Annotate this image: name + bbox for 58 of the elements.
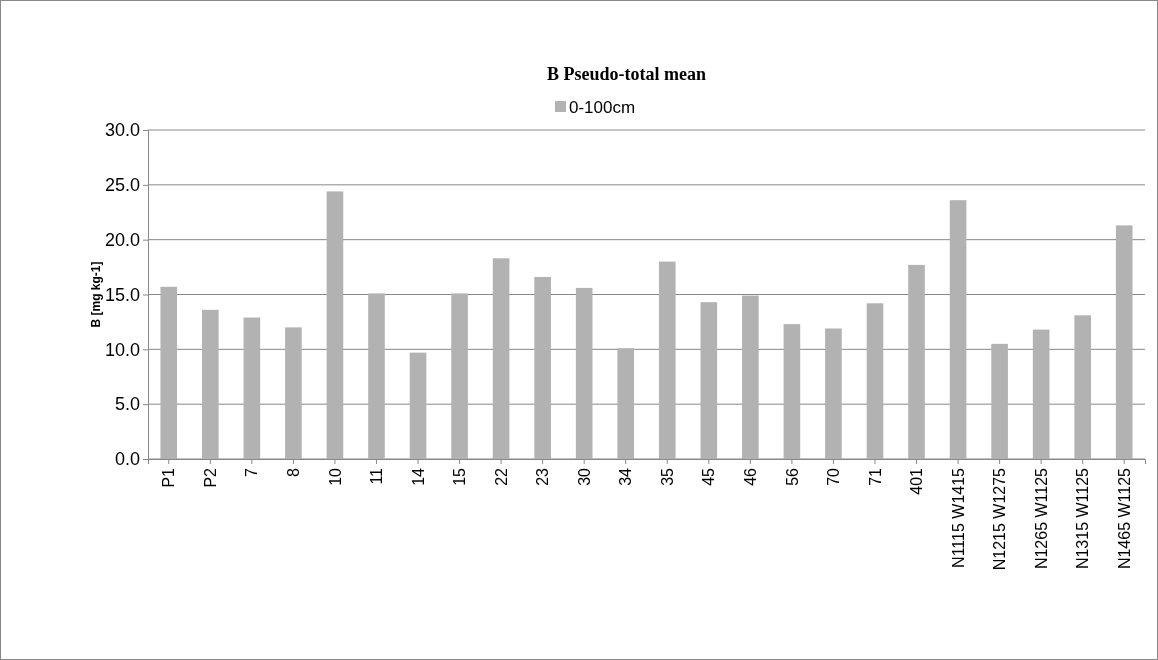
x-tick-label: N1465 W1125 [1115, 467, 1133, 570]
x-tick-label: 56 [783, 467, 801, 486]
x-tick-label: 71 [866, 467, 884, 486]
bar [492, 258, 510, 459]
x-tick-label: 10 [326, 467, 344, 486]
x-tick-label: N1115 W1415 [949, 467, 967, 568]
x-tick-label: P2 [201, 467, 219, 488]
x-tick-label: 70 [825, 467, 843, 486]
bar [409, 352, 427, 459]
bar [658, 261, 676, 459]
x-tick-label: P1 [160, 467, 178, 488]
bar [534, 276, 551, 459]
x-tick-label: 401 [908, 467, 926, 495]
bar [243, 317, 261, 459]
bar [700, 302, 718, 459]
x-tick-label: 14 [409, 467, 427, 486]
bar [742, 295, 759, 459]
bar [202, 309, 219, 459]
bar [368, 293, 385, 459]
x-tick-label: 46 [741, 467, 759, 486]
x-tick-label: 45 [700, 467, 718, 486]
x-tick-label: 7 [243, 467, 261, 477]
x-tick-label: 30 [575, 467, 593, 486]
y-tick-label: 20.0 [104, 229, 140, 250]
x-tick-label: 35 [658, 467, 676, 486]
bar [949, 200, 967, 459]
bar [1032, 329, 1050, 459]
y-tick-label: 10.0 [104, 339, 140, 360]
legend-label: 0-100cm [569, 97, 636, 117]
x-tick-label: 15 [451, 467, 469, 486]
x-tick-label: 11 [368, 467, 386, 485]
chart-title: B Pseudo-total mean [547, 64, 706, 84]
x-tick-label: 22 [492, 467, 510, 486]
y-axis-title: B [mg kg-1] [89, 261, 103, 328]
x-tick-label: 23 [534, 467, 552, 486]
y-tick-label: 0.0 [114, 449, 140, 470]
x-tick-label: N1215 W1275 [991, 467, 1009, 571]
bar [866, 303, 884, 459]
bar [825, 328, 842, 459]
bar [1074, 315, 1091, 459]
bar [160, 286, 178, 459]
x-tick-label: N1265 W1125 [1032, 467, 1050, 570]
y-tick-label: 5.0 [114, 394, 140, 415]
y-tick-label: 25.0 [104, 175, 140, 196]
bar [991, 343, 1008, 459]
y-tick-label: 30.0 [104, 120, 140, 141]
bar [451, 293, 468, 459]
x-tick-label: N1315 W1125 [1074, 467, 1092, 570]
bar [285, 327, 302, 459]
x-tick-label: 34 [617, 467, 635, 486]
bar [575, 287, 593, 459]
bar [783, 324, 801, 459]
bar [1115, 225, 1133, 459]
x-tick-label: 8 [285, 467, 302, 477]
bar [617, 348, 635, 459]
y-tick-label: 15.0 [104, 284, 140, 305]
bar [908, 264, 925, 459]
bar [326, 191, 344, 459]
